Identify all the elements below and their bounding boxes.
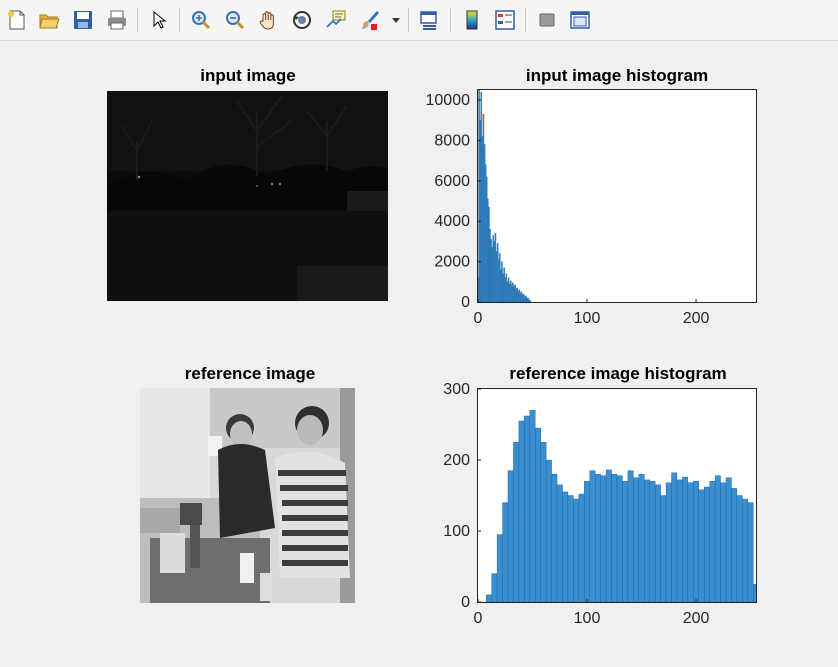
histogram-bar xyxy=(502,502,509,602)
histogram-bar xyxy=(682,476,689,602)
zoom-in-icon[interactable] xyxy=(188,7,214,33)
y-tick-label: 0 xyxy=(461,294,470,311)
reference-image xyxy=(140,388,355,603)
y-tick-label: 2000 xyxy=(434,254,470,271)
histogram-bar xyxy=(513,442,520,602)
histogram-bar xyxy=(551,473,558,602)
histogram-bar xyxy=(693,481,699,602)
histogram-bar xyxy=(725,477,732,602)
histogram-bar xyxy=(622,481,629,602)
histogram-bar xyxy=(578,493,585,602)
figure-toolbar xyxy=(0,0,838,41)
histogram-bar xyxy=(714,475,721,602)
reference-histogram-axes xyxy=(477,388,757,603)
reference-histogram-plot xyxy=(485,410,756,602)
arrow-pointer-icon[interactable] xyxy=(146,7,172,33)
reference-image-title: reference image xyxy=(184,364,316,383)
histogram-bar xyxy=(638,473,645,602)
save-icon[interactable] xyxy=(70,7,96,33)
histogram-bar xyxy=(507,470,514,602)
histogram-bar xyxy=(649,481,656,602)
input-histogram-axes xyxy=(477,89,757,303)
histogram-bar xyxy=(665,482,672,602)
colorbar-icon[interactable] xyxy=(459,7,485,33)
data-cursor-icon[interactable] xyxy=(323,7,349,33)
histogram-bar xyxy=(742,498,749,602)
y-tick-label: 8000 xyxy=(434,132,470,149)
histogram-bar xyxy=(540,442,547,602)
show-plot-tools-icon[interactable] xyxy=(567,7,593,33)
zoom-out-icon[interactable] xyxy=(222,7,248,33)
y-tick-label: 200 xyxy=(443,452,470,469)
histogram-bar xyxy=(731,488,738,602)
histogram-bar xyxy=(736,495,743,602)
histogram-bar xyxy=(704,486,710,602)
legend-icon[interactable] xyxy=(492,7,518,33)
rotate-3d-icon[interactable] xyxy=(289,7,315,33)
x-tick-label: 200 xyxy=(683,310,710,327)
histogram-bar xyxy=(654,484,661,602)
y-tick-label: 300 xyxy=(443,381,470,398)
histogram-bar xyxy=(633,477,640,602)
histogram-bar xyxy=(545,459,552,602)
reference-histogram-title: reference image histogram xyxy=(509,364,727,383)
histogram-bar xyxy=(676,479,683,602)
histogram-bar xyxy=(496,534,503,602)
histogram-bar xyxy=(747,502,754,602)
histogram-bar xyxy=(589,470,596,602)
input-histogram-title: input image histogram xyxy=(525,66,709,85)
input-histogram-plot xyxy=(478,90,532,302)
histogram-bar xyxy=(524,415,530,602)
histogram-bar xyxy=(687,482,694,602)
histogram-bar xyxy=(556,484,563,602)
histogram-bar xyxy=(594,473,601,602)
link-plot-icon[interactable] xyxy=(416,7,442,33)
histogram-bar xyxy=(535,427,541,602)
histogram-bar xyxy=(491,573,498,602)
new-figure-icon[interactable] xyxy=(4,7,30,33)
brush-dropdown-icon[interactable] xyxy=(390,7,402,33)
histogram-bar xyxy=(605,469,612,602)
histogram-bar xyxy=(644,479,650,602)
brush-icon[interactable] xyxy=(356,7,382,33)
histogram-bar xyxy=(518,420,525,602)
histogram-bar xyxy=(671,472,678,602)
histogram-bar xyxy=(584,481,590,602)
figure-canvas: input image input image histogram 0 2000 4… xyxy=(0,41,838,667)
histogram-bar xyxy=(529,410,536,602)
histogram-bar xyxy=(660,495,667,602)
histogram-bar xyxy=(529,300,532,302)
y-tick-label: 6000 xyxy=(434,173,470,190)
y-tick-label: 0 xyxy=(461,594,470,611)
histogram-bar xyxy=(567,495,574,602)
histogram-bar xyxy=(709,481,716,602)
y-tick-label: 4000 xyxy=(434,213,470,230)
x-tick-label: 0 xyxy=(474,610,483,627)
x-tick-label: 100 xyxy=(574,310,601,327)
input-image xyxy=(107,91,388,301)
histogram-bar xyxy=(573,498,580,602)
y-tick-label: 100 xyxy=(443,523,470,540)
histogram-bar xyxy=(616,475,623,602)
histogram-bar xyxy=(698,489,705,602)
histogram-bar xyxy=(562,491,569,602)
histogram-bar xyxy=(485,594,492,602)
x-tick-label: 100 xyxy=(574,610,601,627)
histogram-bar xyxy=(720,482,727,602)
print-icon[interactable] xyxy=(104,7,130,33)
y-tick-label: 10000 xyxy=(426,92,471,109)
x-tick-label: 200 xyxy=(683,610,710,627)
histogram-bar xyxy=(611,473,618,602)
histogram-bar xyxy=(600,475,607,602)
pan-hand-icon[interactable] xyxy=(255,7,281,33)
open-file-icon[interactable] xyxy=(36,7,62,33)
x-tick-label: 0 xyxy=(474,310,483,327)
histogram-bar xyxy=(753,584,756,602)
histogram-bar xyxy=(627,470,634,602)
hide-plot-tools-icon[interactable] xyxy=(534,7,560,33)
input-image-title: input image xyxy=(200,66,296,85)
